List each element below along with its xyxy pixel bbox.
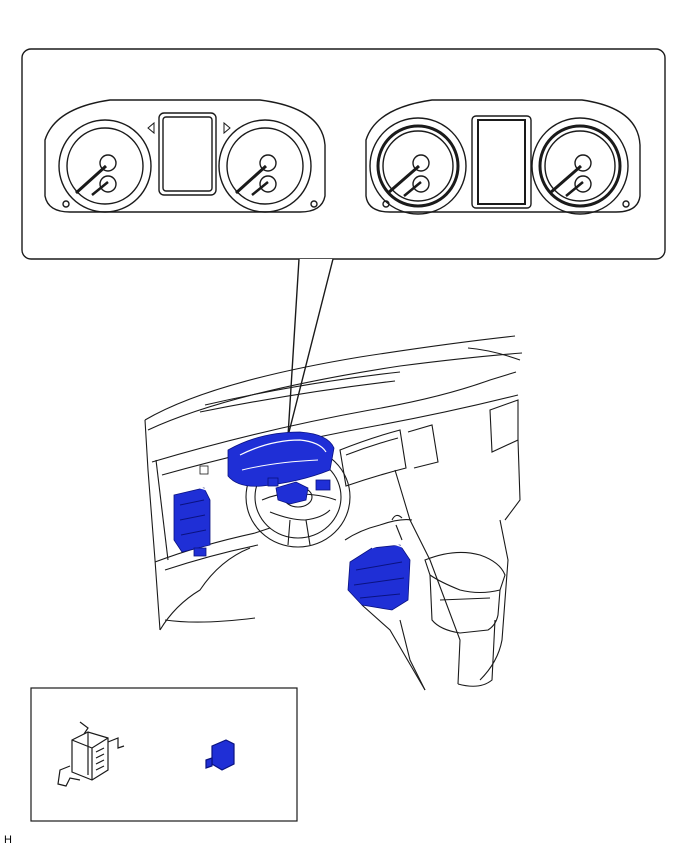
left-gauge-left <box>58 119 152 213</box>
figure-code-label: H <box>4 834 12 846</box>
right-gauge-right <box>531 117 629 215</box>
ecu-detail-frame <box>30 687 298 822</box>
meter-callout-frame <box>21 48 666 260</box>
left-center-display <box>162 116 213 192</box>
left-gauge-right <box>218 119 312 213</box>
right-gauge-left <box>369 117 467 215</box>
console-ecu <box>347 544 411 611</box>
meter-callout <box>21 48 666 437</box>
ecu-with-bracket <box>57 721 125 787</box>
ecu-highlighted-small <box>211 739 235 771</box>
steering-column-switch <box>275 481 309 505</box>
callout-leader <box>287 258 334 437</box>
main-body-ecu <box>173 487 211 553</box>
meter-assembly-right <box>365 99 641 215</box>
small-connector-left <box>193 547 207 557</box>
small-connector-upper <box>199 465 209 475</box>
highlighted-components <box>173 431 411 611</box>
ecu-detail-inset <box>30 687 298 822</box>
combination-meter-assembly <box>227 431 335 487</box>
meter-assembly-left <box>44 99 326 213</box>
right-center-display <box>477 119 526 205</box>
